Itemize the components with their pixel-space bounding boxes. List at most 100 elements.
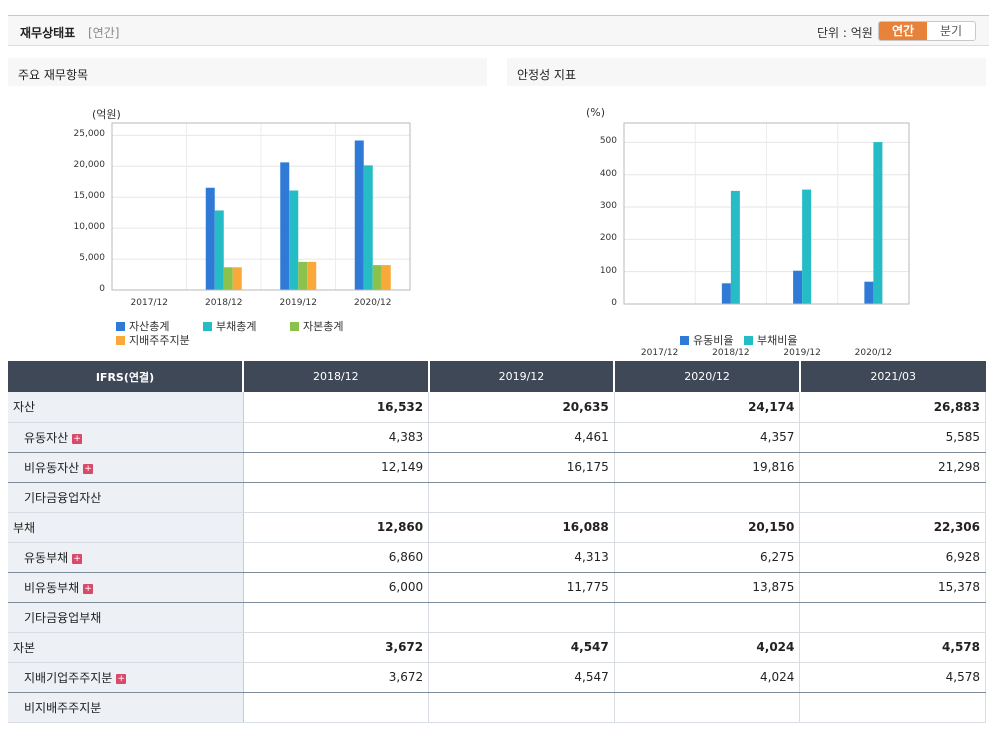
table-cell: 20,635: [428, 392, 615, 423]
table-cell: 19,816: [614, 452, 801, 483]
table-cell: 4,024: [614, 632, 801, 663]
key-financials-panel: 주요 재무항목 (억원) 0 5,000 10,000 15,000 20,000 25,0…: [8, 58, 487, 358]
x-tick-label: 2020/12: [854, 348, 893, 358]
key-financials-chart: (억원) 0 5,000 10,000 15,000 20,000 25,000 2017/1…: [8, 86, 487, 358]
legend-label: 지배주주지분: [129, 334, 190, 347]
row-label-cell: 유동자산 +: [8, 422, 244, 453]
bar-부채총계: [363, 165, 373, 290]
table-header-ifrs: IFRS(연결): [8, 361, 244, 392]
bar-유동비율: [793, 270, 803, 304]
table-cell: [614, 482, 801, 513]
table-header-row: IFRS(연결) 2018/12 2019/12 2020/12 2021/03: [8, 361, 986, 392]
table-row-assets: 자산 16,532 20,635 24,174 26,883: [8, 392, 986, 423]
stability-panel: 안정성 지표 (%) 0 100 200 300 400 500 2017/12 2018/12…: [507, 58, 986, 358]
row-label: 지배기업주주지분: [24, 670, 113, 685]
legend-item[interactable]: 유동비율: [680, 332, 733, 348]
table-cell: 15,378: [799, 572, 986, 603]
table-row-other-financial-assets: 기타금융업자산: [8, 482, 986, 513]
table-cell: 3,672: [243, 632, 430, 663]
table-cell: 16,088: [428, 512, 615, 543]
table-cell: 20,150: [614, 512, 801, 543]
x-tick-label: 2019/12: [783, 348, 821, 358]
legend-label: 자산총계: [129, 320, 170, 333]
table-cell: 22,306: [799, 512, 986, 543]
bar-부채총계: [289, 190, 299, 290]
table-cell: [243, 602, 430, 633]
bar-자본총계: [223, 267, 233, 290]
bar-자본총계: [298, 261, 308, 290]
table-row-equity: 자본 3,672 4,547 4,024 4,578: [8, 632, 986, 663]
y-tick-label: 5,000: [79, 253, 105, 264]
table-cell: 5,585: [799, 422, 986, 453]
annual-toggle-button[interactable]: 연간: [879, 22, 927, 40]
bar-지배주주지분: [307, 261, 317, 290]
table-cell: [799, 602, 986, 633]
row-label-cell: 유동부채 +: [8, 542, 244, 573]
expand-icon[interactable]: +: [116, 673, 127, 684]
table-cell: 11,775: [428, 572, 615, 603]
y-tick-label: 500: [599, 136, 617, 147]
y-tick-label: 200: [599, 233, 617, 244]
plot-frame: [111, 122, 411, 291]
bar-지배주주지분: [232, 267, 242, 290]
legend-item[interactable]: 자본총계: [290, 318, 343, 334]
table-row-noncurrent-liabilities: 비유동부채 + 6,000 11,775 13,875 15,378: [8, 572, 986, 603]
bar-부채총계: [214, 210, 224, 290]
table-cell: [243, 482, 430, 513]
row-label: 기타금융업자산: [8, 482, 244, 513]
bar-자본총계: [372, 265, 382, 290]
x-tick-label: 2017/12: [640, 348, 679, 358]
legend-item[interactable]: 자산총계: [116, 318, 169, 334]
table-cell: [243, 692, 430, 723]
row-label: 유동부채: [24, 550, 69, 565]
legend-swatch: [116, 335, 125, 345]
table-cell: [428, 482, 615, 513]
period-toggle: 연간 분기: [878, 21, 976, 41]
plot-frame: [623, 122, 910, 305]
row-label-cell: 지배기업주주지분 +: [8, 662, 244, 693]
bar-지배주주지분: [381, 265, 391, 290]
row-label-cell: 비유동부채 +: [8, 572, 244, 603]
table-header-period: 2018/12: [243, 361, 430, 392]
chart-unit-label: (%): [586, 106, 606, 119]
table-cell: 21,298: [799, 452, 986, 483]
key-financials-title: 주요 재무항목: [18, 68, 89, 82]
bar-유동비율: [864, 281, 874, 304]
y-tick-label: 25,000: [73, 129, 106, 140]
table-cell: [614, 692, 801, 723]
legend-item[interactable]: 지배주주지분: [116, 332, 190, 348]
chart-plot: [623, 122, 910, 305]
legend-label: 부채비율: [757, 334, 798, 347]
expand-icon[interactable]: +: [83, 583, 94, 594]
section-subtitle: [연간]: [88, 26, 120, 40]
expand-icon[interactable]: +: [72, 553, 83, 564]
quarter-toggle-button[interactable]: 분기: [939, 24, 963, 38]
legend-item[interactable]: 부채비율: [744, 332, 797, 348]
table-cell: [799, 692, 986, 723]
y-tick-label: 400: [599, 168, 617, 179]
table-header-period: 2019/12: [428, 361, 616, 392]
table-row-liabilities: 부채 12,860 16,088 20,150 22,306: [8, 512, 986, 543]
y-tick-label: 100: [599, 265, 617, 276]
expand-icon[interactable]: +: [83, 463, 94, 474]
table-row-current-liabilities: 유동부채 + 6,860 4,313 6,275 6,928: [8, 542, 986, 573]
bar-유동비율: [721, 283, 731, 304]
table-cell: [428, 692, 615, 723]
legend-label: 부채총계: [216, 320, 257, 333]
table-cell: 4,461: [428, 422, 615, 453]
chart-unit-label: (억원): [92, 108, 121, 121]
expand-icon[interactable]: +: [72, 433, 83, 444]
table-cell: [428, 602, 615, 633]
table-cell: 6,928: [799, 542, 986, 573]
table-cell: 12,860: [243, 512, 430, 543]
bar-부채비율: [873, 142, 883, 304]
legend-swatch: [203, 321, 212, 331]
row-label: 비유동자산: [24, 460, 80, 475]
legend-item[interactable]: 부채총계: [203, 318, 256, 334]
table-cell: 4,578: [799, 662, 986, 693]
row-label: 유동자산: [24, 430, 69, 445]
bar-자산총계: [205, 187, 215, 290]
table-cell: 4,313: [428, 542, 615, 573]
legend-swatch: [680, 335, 689, 345]
table-cell: [799, 482, 986, 513]
